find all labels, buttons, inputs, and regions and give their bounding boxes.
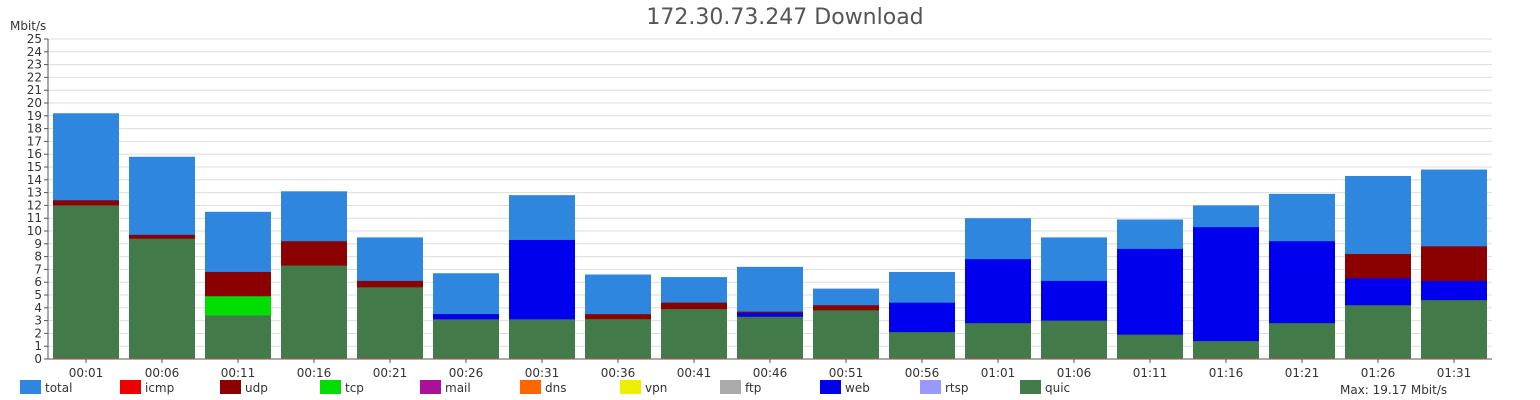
bar-quic [813, 310, 879, 359]
bar-quic [509, 319, 575, 359]
y-tick-label: 5 [34, 288, 42, 302]
y-tick-label: 0 [34, 352, 42, 366]
bar-quic [129, 238, 195, 359]
y-tick-label: 8 [34, 250, 42, 264]
bar-quic [281, 265, 347, 359]
bar-quic [1041, 320, 1107, 359]
y-tick-label: 17 [27, 134, 42, 148]
legend-swatch-udp [220, 380, 241, 394]
legend-swatch-mail [420, 380, 441, 394]
y-tick-label: 18 [27, 122, 42, 136]
x-tick-label: 01:31 [1437, 366, 1472, 380]
legend-swatch-tcp [320, 380, 341, 394]
bar-quic [661, 309, 727, 359]
legend-swatch-quic [1020, 380, 1041, 394]
x-tick-label: 01:21 [1285, 366, 1320, 380]
x-tick-label: 00:51 [829, 366, 864, 380]
y-tick-label: 13 [27, 186, 42, 200]
y-tick-label: 4 [34, 301, 42, 315]
x-tick-label: 00:46 [753, 366, 788, 380]
y-tick-label: 6 [34, 275, 42, 289]
y-tick-label: 14 [27, 173, 42, 187]
x-tick-label: 00:26 [449, 366, 484, 380]
x-tick-label: 00:56 [905, 366, 940, 380]
y-tick-label: 1 [34, 339, 42, 353]
max-value-label: Max: 19.17 Mbit/s [1340, 383, 1447, 397]
x-tick-label: 00:11 [221, 366, 256, 380]
y-tick-label: 23 [27, 58, 42, 72]
x-tick-label: 00:06 [145, 366, 180, 380]
legend-swatch-rtsp [920, 380, 941, 394]
bar-quic [1193, 341, 1259, 359]
legend-swatch-dns [520, 380, 541, 394]
x-tick-label: 00:21 [373, 366, 408, 380]
bar-quic [585, 319, 651, 359]
legend-label-rtsp: rtsp [945, 381, 969, 395]
bar-quic [737, 316, 803, 359]
y-tick-label: 20 [27, 96, 42, 110]
x-tick-label: 00:16 [297, 366, 332, 380]
bar-quic [1117, 334, 1183, 359]
legend-label-udp: udp [245, 381, 268, 395]
y-tick-label: 10 [27, 224, 42, 238]
y-tick-label: 15 [27, 160, 42, 174]
y-axis-label: Mbit/s [10, 19, 46, 33]
y-tick-label: 24 [27, 45, 42, 59]
y-tick-label: 16 [27, 147, 42, 161]
y-tick-label: 7 [34, 262, 42, 276]
x-tick-label: 01:26 [1361, 366, 1396, 380]
bar-quic [433, 319, 499, 359]
x-tick-label: 00:31 [525, 366, 560, 380]
legend-label-mail: mail [445, 381, 471, 395]
legend-swatch-total [20, 380, 41, 394]
bar-quic [205, 315, 271, 359]
bar-quic [357, 287, 423, 359]
legend-label-web: web [845, 381, 870, 395]
legend-swatch-web [820, 380, 841, 394]
bar-quic [1421, 300, 1487, 359]
bar-quic [53, 205, 119, 359]
legend-swatch-ftp [720, 380, 741, 394]
y-tick-label: 9 [34, 237, 42, 251]
y-tick-label: 25 [27, 32, 42, 46]
x-axis-ticks: 00:01 00:06 00:11 00:16 00:21 00:26 00:31 00:36… [69, 359, 1472, 380]
x-tick-label: 01:16 [1209, 366, 1244, 380]
legend-label-total: total [45, 381, 72, 395]
x-tick-label: 00:41 [677, 366, 712, 380]
legend-swatch-vpn [620, 380, 641, 394]
bars-group [53, 113, 1487, 360]
y-axis-ticks: 0123456789101112131415161718192021222324… [27, 32, 48, 366]
legend-swatch-icmp [120, 380, 141, 394]
legend-label-icmp: icmp [145, 381, 174, 395]
bar-quic [889, 332, 955, 359]
bar-web [1193, 227, 1259, 359]
x-tick-label: 01:11 [1133, 366, 1168, 380]
chart-title: 172.30.73.247 Download [646, 5, 923, 30]
legend-label-ftp: ftp [745, 381, 761, 395]
x-tick-label: 01:06 [1057, 366, 1092, 380]
legend-label-vpn: vpn [645, 381, 667, 395]
legend-label-quic: quic [1045, 381, 1070, 395]
legend: total icmp udp tcp mail dns vpn ftp web rtsp quic [20, 380, 1070, 395]
legend-label-tcp: tcp [345, 381, 364, 395]
y-tick-label: 12 [27, 198, 42, 212]
x-tick-label: 00:01 [69, 366, 104, 380]
legend-label-dns: dns [545, 381, 566, 395]
bar-quic [965, 323, 1031, 359]
bar-quic [1269, 323, 1335, 359]
axes [47, 39, 1492, 360]
x-tick-label: 00:36 [601, 366, 636, 380]
y-tick-label: 3 [34, 314, 42, 328]
x-tick-label: 01:01 [981, 366, 1016, 380]
y-tick-label: 2 [34, 326, 42, 340]
y-tick-label: 22 [27, 70, 42, 84]
bar-quic [1345, 305, 1411, 359]
y-tick-label: 21 [27, 83, 42, 97]
y-tick-label: 11 [27, 211, 42, 225]
y-tick-label: 19 [27, 109, 42, 123]
